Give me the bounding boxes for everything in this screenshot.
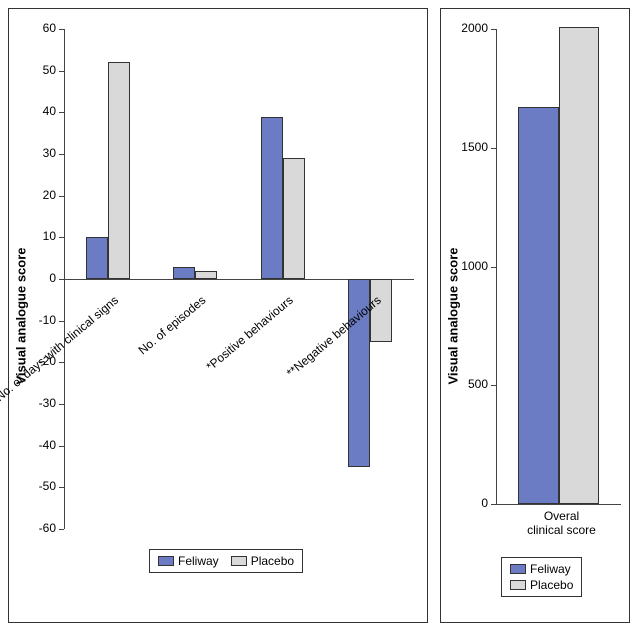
- y-tick-label: 10: [16, 229, 56, 243]
- y-tick-label: -40: [16, 438, 56, 452]
- y-tick-label: 1500: [448, 140, 488, 154]
- y-tick-label: 60: [16, 21, 56, 35]
- legend-item-feliway-r: Feliway: [510, 562, 571, 576]
- legend-item-feliway: Feliway: [158, 554, 219, 568]
- legend-item-placebo: Placebo: [231, 554, 294, 568]
- bar: [173, 267, 195, 280]
- legend-item-placebo-r: Placebo: [510, 578, 573, 592]
- x-category-right: Overalclinical score: [499, 509, 624, 537]
- bar: [195, 271, 217, 279]
- chart-container: Visual analogue score -60-50-40-30-20-10…: [0, 0, 640, 631]
- y-tick-label: 2000: [448, 21, 488, 35]
- legend-label-feliway: Feliway: [178, 554, 219, 568]
- bar: [283, 158, 305, 279]
- bar: [86, 237, 108, 279]
- legend-label-feliway-r: Feliway: [530, 562, 571, 576]
- y-tick-label: -60: [16, 521, 56, 535]
- y-tick-label: 0: [448, 496, 488, 510]
- category-label: No. of episodes: [135, 293, 208, 357]
- swatch-feliway-r: [510, 564, 526, 574]
- plot-area-left: -60-50-40-30-20-100102030405060No. of da…: [64, 29, 414, 529]
- legend-label-placebo-r: Placebo: [530, 578, 573, 592]
- y-tick-label: 50: [16, 63, 56, 77]
- y-tick-label: 40: [16, 104, 56, 118]
- category-label: Positive behaviours*: [203, 293, 295, 374]
- bar: [261, 117, 283, 280]
- y-tick-label: -10: [16, 313, 56, 327]
- y-tick-label: -30: [16, 396, 56, 410]
- legend-label-placebo: Placebo: [251, 554, 294, 568]
- y-tick-label: 20: [16, 188, 56, 202]
- legend-right: Feliway Placebo: [501, 557, 582, 597]
- y-tick-label: 30: [16, 146, 56, 160]
- y-tick-label: 500: [448, 377, 488, 391]
- legend-left: Feliway Placebo: [149, 549, 303, 573]
- bar: [518, 107, 559, 504]
- bar: [108, 62, 130, 279]
- swatch-feliway: [158, 556, 174, 566]
- plot-area-right: 0500100015002000: [496, 29, 621, 504]
- y-tick-label: -50: [16, 479, 56, 493]
- y-tick-label: 1000: [448, 259, 488, 273]
- y-tick-label: 0: [16, 271, 56, 285]
- right-chart-panel: Visual analogue score 0500100015002000 O…: [440, 8, 630, 623]
- bar: [559, 27, 600, 504]
- swatch-placebo: [231, 556, 247, 566]
- swatch-placebo-r: [510, 580, 526, 590]
- left-chart-panel: Visual analogue score -60-50-40-30-20-10…: [8, 8, 428, 623]
